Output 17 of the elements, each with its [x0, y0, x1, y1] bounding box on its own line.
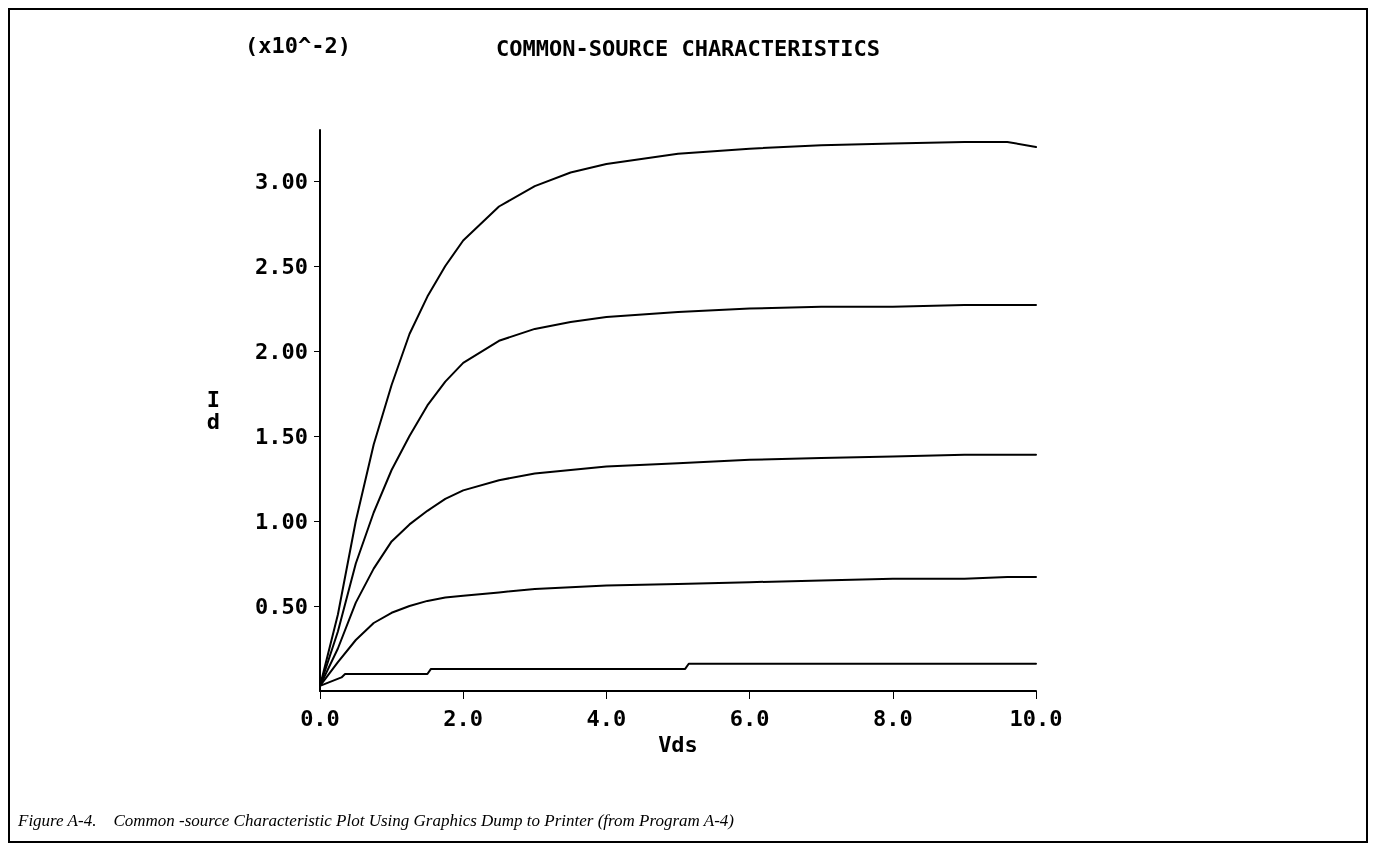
x-axis-title: Vds: [658, 732, 698, 758]
x-tick-label: 0.0: [300, 705, 340, 731]
text: (x10^-2): [245, 32, 351, 58]
y-tick-label: 3.00: [255, 168, 308, 194]
y-tick-label: 2.00: [255, 338, 308, 364]
chart-title: COMMON-SOURCE CHARACTERISTICS: [495, 35, 881, 61]
y-tick-label: 0.50: [255, 593, 308, 619]
x-tick-label: 6.0: [729, 705, 770, 731]
y-tick-label: 2.50: [255, 253, 308, 279]
x-tick-label: 8.0: [872, 705, 913, 731]
text: Figure A-4. Common -source Characteristic Plot Using Graphics Dump to Printer (from Program A-4): [17, 811, 735, 830]
y-tick-label: 1.00: [255, 508, 308, 534]
x-tick-label: 10.0: [1009, 705, 1063, 731]
x-tick-label: 2.0: [443, 705, 484, 731]
y-tick-label: 1.50: [255, 423, 308, 449]
y-axis-title: Id: [206, 387, 220, 434]
x-tick-label: 4.0: [586, 705, 627, 731]
